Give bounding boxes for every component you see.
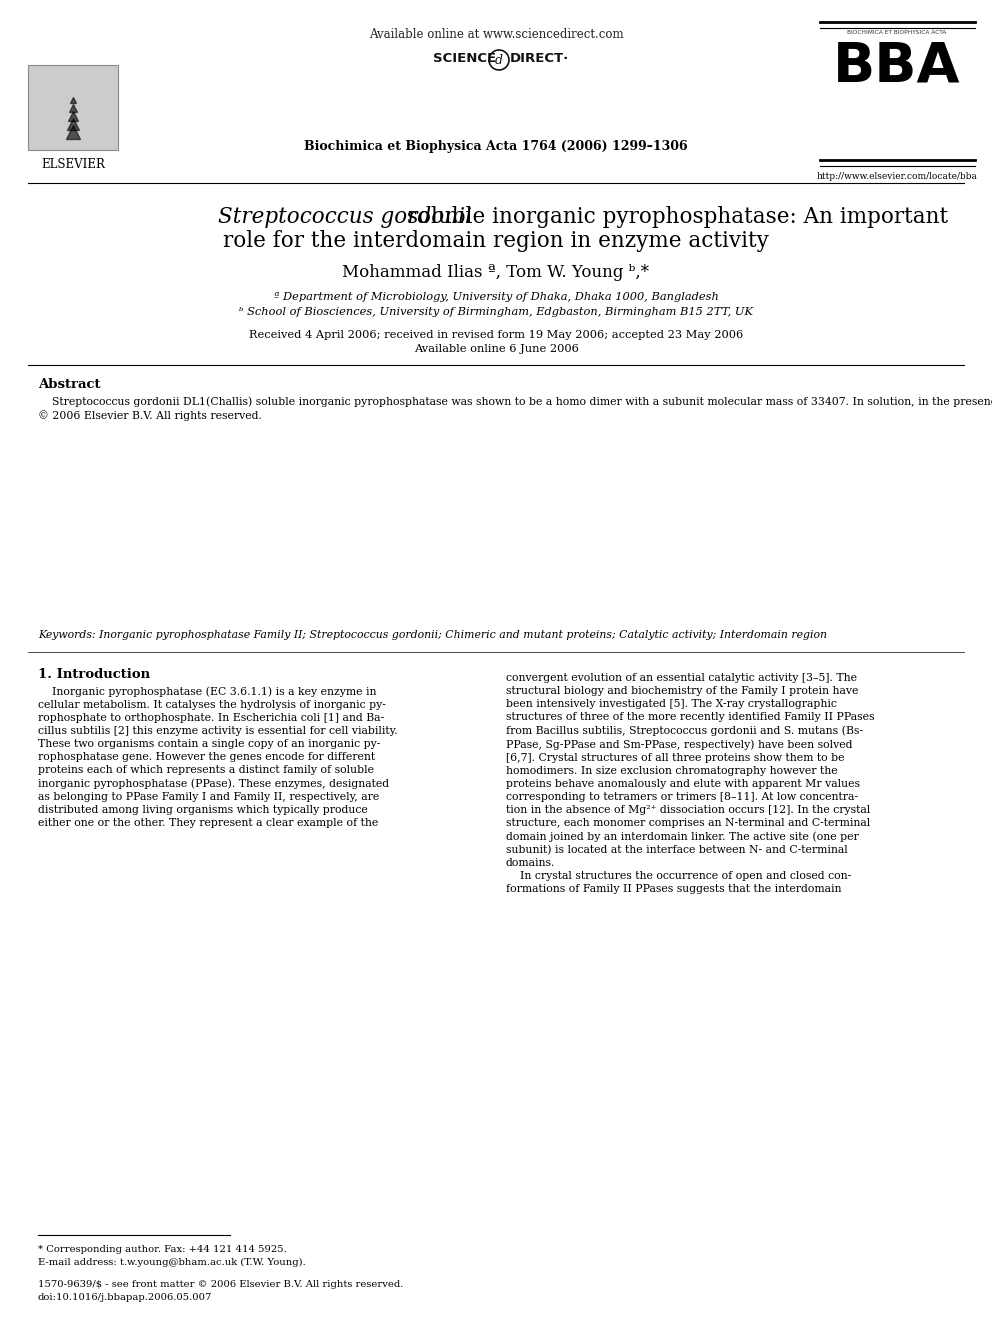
Text: Abstract: Abstract [38, 378, 100, 392]
Text: BIOCHIMICA ET BIOPHYSICA ACTA: BIOCHIMICA ET BIOPHYSICA ACTA [847, 30, 946, 34]
Text: Available online 6 June 2006: Available online 6 June 2006 [414, 344, 578, 355]
Text: DIRECT·: DIRECT· [510, 52, 569, 65]
Text: Keywords: Inorganic pyrophosphatase Family II; Streptococcus gordonii; Chimeric : Keywords: Inorganic pyrophosphatase Fami… [38, 630, 827, 640]
Text: SCIENCE: SCIENCE [433, 52, 496, 65]
Text: ᵇ School of Biosciences, University of Birmingham, Edgbaston, Birmingham B15 2TT: ᵇ School of Biosciences, University of B… [239, 307, 753, 318]
Text: soluble inorganic pyrophosphatase: An important: soluble inorganic pyrophosphatase: An im… [400, 206, 948, 228]
Text: doi:10.1016/j.bbapap.2006.05.007: doi:10.1016/j.bbapap.2006.05.007 [38, 1293, 212, 1302]
Text: * Corresponding author. Fax: +44 121 414 5925.: * Corresponding author. Fax: +44 121 414… [38, 1245, 287, 1254]
Text: Received 4 April 2006; received in revised form 19 May 2006; accepted 23 May 200: Received 4 April 2006; received in revis… [249, 329, 743, 340]
Text: Streptococcus gordonii: Streptococcus gordonii [217, 206, 471, 228]
Text: 1570-9639/$ - see front matter © 2006 Elsevier B.V. All rights reserved.: 1570-9639/$ - see front matter © 2006 El… [38, 1279, 404, 1289]
Text: Inorganic pyrophosphatase (EC 3.6.1.1) is a key enzyme in
cellular metabolism. I: Inorganic pyrophosphatase (EC 3.6.1.1) i… [38, 687, 398, 828]
Text: d: d [495, 54, 503, 67]
Text: http://www.elsevier.com/locate/bba: http://www.elsevier.com/locate/bba [816, 172, 977, 181]
Text: role for the interdomain region in enzyme activity: role for the interdomain region in enzym… [223, 230, 769, 251]
Text: Available online at www.sciencedirect.com: Available online at www.sciencedirect.co… [369, 28, 623, 41]
FancyBboxPatch shape [28, 65, 118, 149]
Text: 1. Introduction: 1. Introduction [38, 668, 150, 681]
Text: Mohammad Ilias ª, Tom W. Young ᵇ,*: Mohammad Ilias ª, Tom W. Young ᵇ,* [342, 265, 650, 280]
Text: convergent evolution of an essential catalytic activity [3–5]. The
structural bi: convergent evolution of an essential cat… [506, 673, 875, 894]
Text: ELSEVIER: ELSEVIER [41, 157, 105, 171]
Text: E-mail address: t.w.young@bham.ac.uk (T.W. Young).: E-mail address: t.w.young@bham.ac.uk (T.… [38, 1258, 306, 1267]
Text: ª Department of Microbiology, University of Dhaka, Dhaka 1000, Bangladesh: ª Department of Microbiology, University… [274, 292, 718, 302]
Text: Biochimica et Biophysica Acta 1764 (2006) 1299–1306: Biochimica et Biophysica Acta 1764 (2006… [305, 140, 687, 153]
Text: BBA: BBA [833, 38, 960, 93]
Text: Streptococcus gordonii DL1(Challis) soluble inorganic pyrophosphatase was shown : Streptococcus gordonii DL1(Challis) solu… [38, 396, 992, 421]
